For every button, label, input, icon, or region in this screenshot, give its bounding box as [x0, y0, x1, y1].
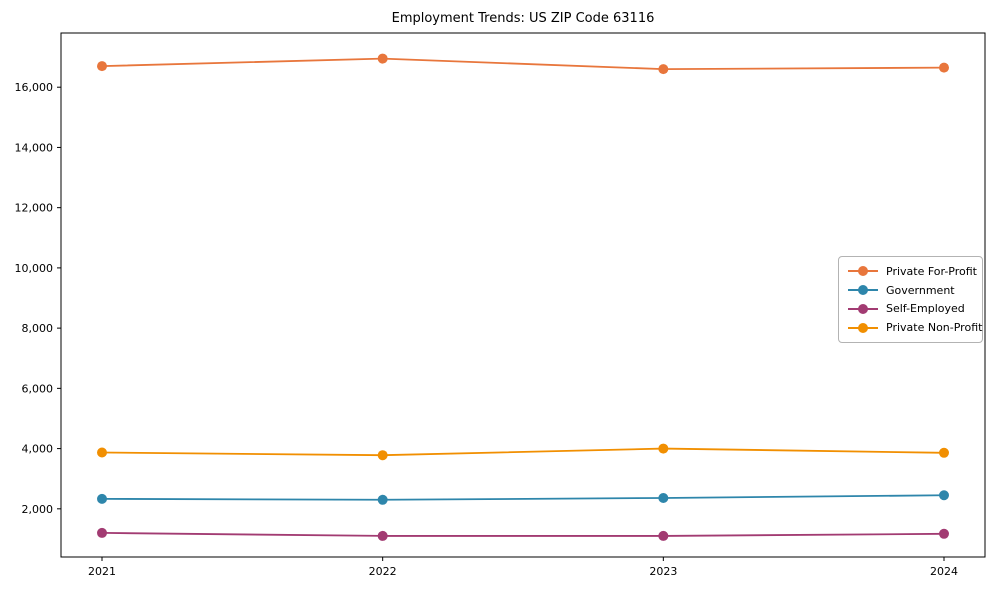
series-line-private-for-profit [101, 57, 945, 71]
legend-swatch-icon [848, 284, 878, 296]
chart-title: Employment Trends: US ZIP Code 63116 [391, 11, 655, 26]
series-marker-private-for-profit [377, 53, 388, 64]
legend-label: Private For-Profit [886, 264, 977, 278]
series-line-private-non-profit [101, 447, 945, 457]
y-tick-label: 2,000 [22, 503, 54, 516]
legend-label: Self-Employed [886, 302, 965, 316]
legend-label: Private Non-Profit [886, 321, 983, 335]
series-marker-private-for-profit [939, 62, 949, 73]
x-tick-label: 2021 [88, 565, 116, 578]
series-line-self-employed [101, 532, 945, 537]
legend-entry-private-non-profit: Private Non-Profit [848, 321, 982, 334]
series-marker-government [939, 490, 949, 501]
series-marker-private-for-profit [97, 61, 107, 72]
series-marker-government [658, 492, 669, 503]
legend: Private For-Profit Government Self-Employe… [838, 256, 983, 343]
x-tick-label: 2023 [649, 565, 677, 578]
series-marker-self-employed [658, 530, 669, 541]
legend-swatch-icon [848, 322, 878, 334]
series-marker-government [377, 494, 388, 505]
legend-swatch-icon [848, 303, 878, 315]
series-marker-self-employed [377, 530, 388, 541]
legend-swatch-icon [848, 265, 878, 277]
series-marker-self-employed [939, 528, 949, 539]
y-tick-label: 10,000 [15, 262, 54, 275]
series-marker-private-non-profit [939, 447, 949, 458]
series-marker-private-non-profit [377, 450, 388, 461]
plot-frame [60, 32, 986, 558]
legend-entry-government: Government [848, 284, 973, 297]
y-tick-label: 16,000 [15, 81, 54, 94]
y-tick-label: 8,000 [22, 322, 54, 335]
series-marker-self-employed [97, 527, 107, 538]
x-tick-label: 2024 [930, 565, 958, 578]
series-marker-private-non-profit [97, 447, 107, 458]
legend-entry-self-employed: Self-Employed [848, 302, 973, 315]
y-tick-label: 14,000 [15, 141, 54, 154]
legend-label: Government [886, 283, 955, 297]
y-tick-label: 6,000 [22, 382, 54, 395]
series-marker-private-for-profit [658, 64, 669, 75]
y-tick-label: 12,000 [15, 202, 54, 215]
y-tick-label: 4,000 [22, 443, 54, 456]
series-line-government [101, 494, 945, 501]
x-tick-label: 2022 [369, 565, 397, 578]
legend-entry-private-for-profit: Private For-Profit [848, 265, 977, 278]
series-marker-private-non-profit [658, 443, 669, 454]
series-marker-government [97, 493, 107, 504]
